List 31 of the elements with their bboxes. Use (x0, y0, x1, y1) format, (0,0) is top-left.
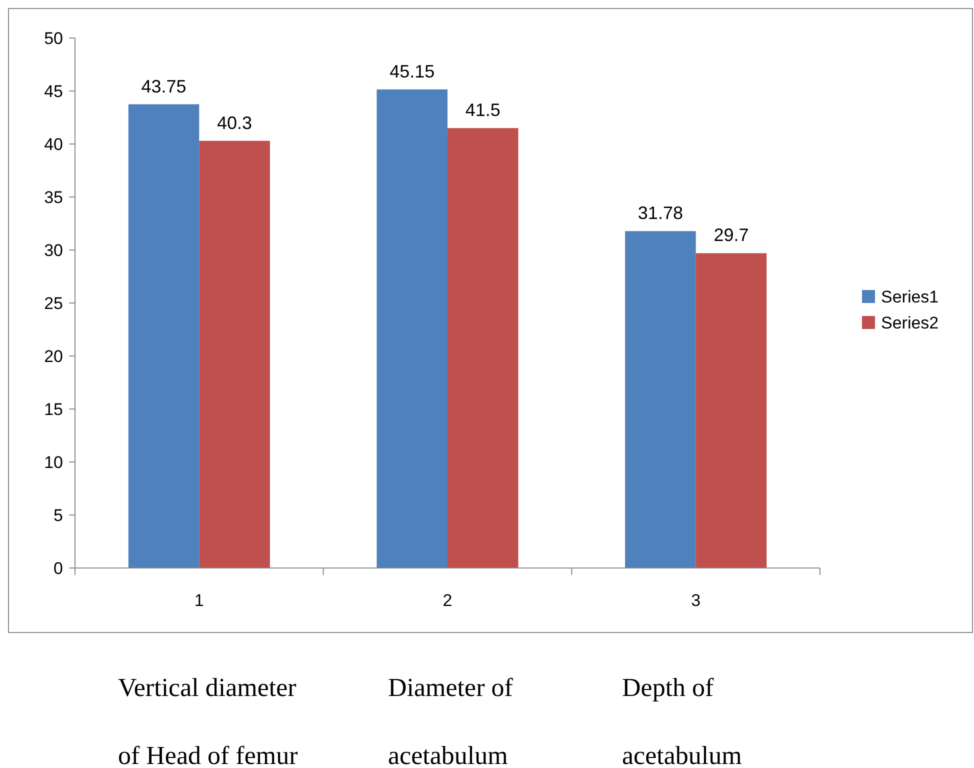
text: Depth of acetabulum (622, 673, 742, 768)
x-tick-label: 1 (194, 591, 204, 610)
y-tick-label: 40 (44, 134, 63, 154)
data-label: 31.78 (638, 203, 683, 224)
legend-label: Series2 (881, 313, 939, 332)
bar (128, 104, 200, 568)
y-tick-label: 45 (44, 82, 63, 101)
bar (696, 253, 767, 568)
x-tick-label: 2 (442, 591, 452, 610)
text: Vertical diameter of Head of femur (118, 673, 298, 768)
y-tick-label: 10 (44, 452, 63, 472)
data-label: 45.15 (390, 61, 435, 82)
x-tick-label: 3 (691, 591, 701, 610)
data-label: 43.75 (141, 76, 186, 96)
bar (199, 140, 270, 568)
data-label: 29.7 (714, 225, 749, 246)
text: Diameter of acetabulum (388, 673, 513, 768)
y-tick-label: 30 (44, 240, 63, 260)
y-tick-label: 5 (54, 506, 63, 525)
data-label: 41.5 (465, 100, 500, 120)
bar (376, 89, 448, 568)
bar (448, 128, 518, 568)
y-tick-label: 15 (44, 400, 63, 419)
bar (625, 231, 696, 568)
y-tick-label: 50 (44, 28, 63, 48)
y-tick-label: 20 (44, 346, 63, 366)
y-tick-label: 0 (54, 558, 63, 578)
y-tick-label: 25 (44, 294, 63, 313)
legend-label: Series1 (881, 287, 939, 306)
y-tick-label: 35 (44, 188, 63, 207)
data-label: 40.3 (217, 112, 252, 133)
